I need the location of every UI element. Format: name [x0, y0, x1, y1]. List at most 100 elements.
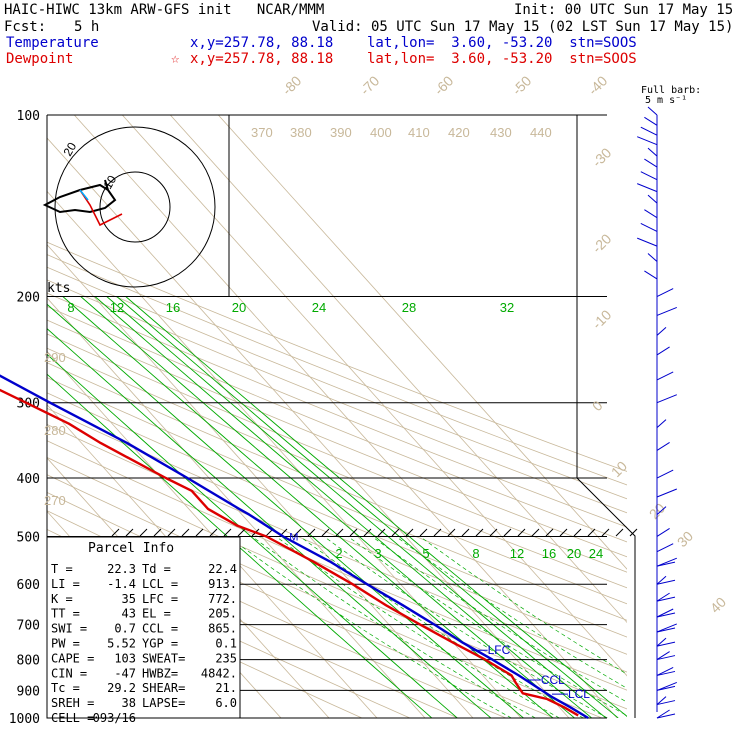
temperature-tick-label: -20	[589, 230, 615, 256]
level-label: M	[289, 531, 298, 543]
parcel-row-key: LAPSE=	[142, 696, 185, 710]
parcel-row-key: T =	[51, 562, 73, 576]
mixing-ratio-label: 8	[472, 546, 479, 561]
parcel-row-value: 6.0	[215, 696, 237, 710]
wind-barb	[656, 651, 670, 660]
right-axis-step	[576, 477, 636, 718]
parcel-row-key: CAPE =	[51, 651, 94, 665]
parcel-row-key: SWEAT=	[142, 651, 185, 665]
temperature-tick-label: 30	[674, 528, 696, 550]
wind-barb-flag	[656, 561, 676, 567]
parcel-row-value: 205.	[208, 607, 237, 621]
dry-adiabat-line	[47, 279, 627, 514]
wind-barb-flag	[656, 685, 676, 691]
hatch-mark	[377, 528, 386, 537]
dry-adiabat-line	[47, 392, 627, 638]
hatch-mark	[545, 528, 554, 537]
adiabat-label: 430	[490, 125, 512, 140]
wind-barb	[656, 623, 677, 633]
hodograph-ring-outer	[54, 126, 216, 288]
parcel-row-value: 29.2	[107, 681, 136, 695]
hatch-mark	[601, 528, 610, 537]
hatch-mark	[237, 528, 246, 537]
isotherm-line	[47, 297, 426, 718]
wind-barb-flag	[656, 670, 676, 676]
hatch-mark	[405, 528, 414, 537]
temperature-location: x,y=257.78, 88.18 lat,lon= 3.60, -53.20 …	[190, 35, 637, 51]
parcel-row-value: -47	[114, 666, 136, 680]
wind-barb	[656, 394, 677, 404]
mixing-ratio-label: 24	[312, 300, 326, 315]
parcel-row-value: 5.52	[107, 637, 136, 651]
hatch-mark	[531, 528, 540, 537]
wind-barb-flag	[656, 627, 676, 633]
wind-barb	[656, 592, 670, 602]
temperature-tick-label: -60	[431, 72, 457, 98]
moist-adiabat-line	[347, 536, 627, 716]
isotherm-line	[47, 244, 474, 718]
hodograph-axis-label: kts	[47, 281, 70, 296]
hatch-mark	[615, 528, 624, 537]
parcel-row-key: SHEAR=	[142, 681, 185, 695]
mixing-ratio-label: 5	[422, 546, 429, 561]
parcel-row-value: 772.	[208, 592, 237, 606]
parcel-row-key: TT =	[51, 607, 80, 621]
fcst-label: Fcst:	[4, 19, 47, 35]
temperature-tick-label: -50	[509, 72, 535, 98]
temperature-legend-label: Temperature	[6, 35, 99, 51]
parcel-row-value: 0.7	[114, 622, 136, 636]
dewpoint-marker-icon: ☆	[171, 51, 180, 67]
parcel-info-panel: Parcel Info T = 22.3 Td = 22.4 LI = -1.4 LCL = 9…	[46, 536, 241, 725]
isotherm-line	[47, 350, 378, 718]
hatch-mark	[111, 528, 120, 537]
hodograph-ring-label: 20	[60, 140, 79, 159]
parcel-row-value: 22.4	[208, 562, 237, 576]
parcel-row-value: 865.	[208, 622, 237, 636]
wind-barb-flag	[656, 713, 676, 719]
parcel-row-key: Td =	[142, 562, 171, 576]
isotherm-line	[218, 115, 627, 570]
isotherm-line	[47, 190, 522, 718]
wind-barb	[656, 696, 667, 705]
wind-barb	[637, 136, 658, 146]
wind-barb	[656, 575, 667, 585]
hodograph-trace	[42, 179, 117, 214]
wind-barb-flag	[656, 641, 676, 647]
dry-adiabat-line	[47, 305, 627, 543]
wind-barb	[656, 288, 674, 297]
hodograph-ring-label: 10	[100, 173, 119, 192]
wind-barb	[656, 306, 677, 316]
isotherm-line	[47, 137, 570, 718]
mixing-ratio-label: 8	[67, 300, 74, 315]
dry-adiabat-line	[47, 292, 627, 528]
wind-barb	[656, 419, 667, 429]
wind-barb-flag	[656, 579, 676, 585]
mixing-ratio-label: 2	[335, 546, 342, 561]
dewpoint-location: x,y=257.78, 88.18 lat,lon= 3.60, -53.20 …	[190, 51, 637, 67]
parcel-row-value: 21.	[215, 681, 237, 695]
wind-barb	[656, 506, 667, 516]
wind-barb-flag	[656, 596, 676, 602]
dry-adiabat-line	[47, 377, 627, 621]
wind-barb	[656, 557, 677, 567]
wind-barb	[647, 253, 658, 262]
pressure-tick-label: 800	[17, 654, 40, 669]
parcel-panel-box	[46, 536, 241, 719]
wind-barb	[656, 528, 670, 537]
moist-adiabat-line	[395, 536, 627, 689]
isotherm-line	[74, 115, 618, 718]
hodograph: 20 10 kts	[42, 126, 216, 296]
parcel-row-value: 4842.	[201, 666, 237, 680]
mixing-ratio-label: 28	[402, 300, 416, 315]
barb-title: Full barb:	[641, 85, 702, 96]
level-label: LFC	[488, 643, 511, 657]
isotherm-line	[122, 115, 627, 677]
hatch-mark	[433, 528, 442, 537]
adiabat-label: 390	[330, 125, 352, 140]
hatch-mark	[391, 528, 400, 537]
parcel-row-key: LI =	[51, 577, 80, 591]
parcel-row-value: 103	[114, 651, 136, 665]
dry-adiabat-line	[47, 407, 627, 655]
wind-barb	[656, 488, 677, 498]
header: HAIC-HIWC 13km ARW-GFS init NCAR/MMM Ini…	[0, 0, 740, 106]
